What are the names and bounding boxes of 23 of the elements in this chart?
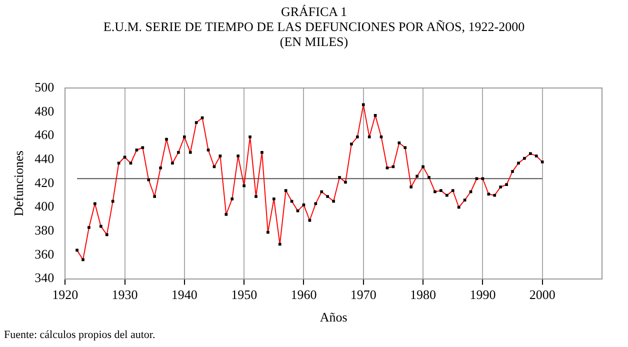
y-tick-label: 340 (34, 270, 54, 286)
x-tick-label: 1940 (171, 287, 198, 302)
x-tick-label: 1950 (231, 287, 258, 302)
x-axis-title: Años (320, 310, 348, 325)
y-tick-label: 360 (34, 246, 54, 262)
x-tick-label: 1990 (470, 287, 496, 302)
y-tick-label: 440 (34, 150, 54, 166)
x-tick-label: 1960 (290, 287, 317, 302)
y-tick-label: 380 (34, 222, 54, 238)
x-tick-label: 1920 (52, 287, 78, 302)
y-tick-label: 400 (34, 198, 54, 214)
y-tick-label: 460 (34, 127, 54, 142)
x-tick-label: 1980 (410, 287, 436, 302)
x-tick-label: 2000 (529, 287, 556, 302)
chart-subtitle: E.U.M. SERIE DE TIEMPO DE LAS DEFUNCIONES POR AÑOS, 1922-2000 (EN MILES) (102, 19, 526, 49)
y-tick-label: 420 (34, 174, 54, 190)
y-axis-title: Defunciones (11, 150, 26, 216)
x-tick-label: 1930 (112, 287, 138, 302)
y-tick-label: 480 (34, 103, 54, 118)
chart-title: GRÁFICA 1 (280, 4, 348, 19)
y-tick-label: 500 (34, 79, 54, 94)
source-note: Fuente: cálculos propios del autor. (4, 329, 156, 341)
x-tick-label: 1970 (350, 287, 376, 302)
